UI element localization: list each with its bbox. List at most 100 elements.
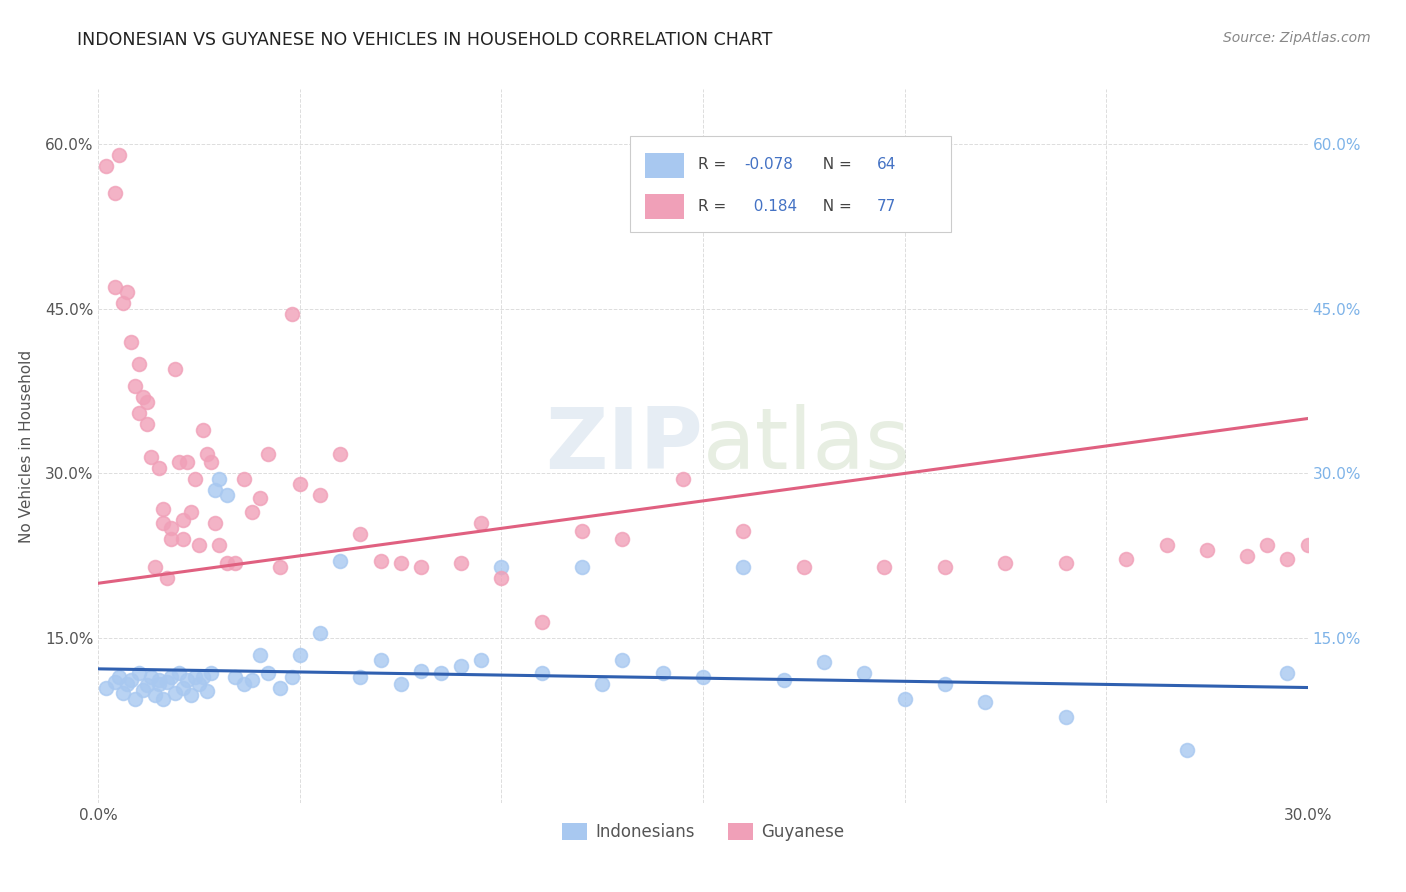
Point <box>853 666 876 681</box>
Point <box>793 559 815 574</box>
Point <box>240 505 263 519</box>
Point <box>139 669 162 683</box>
Text: 77: 77 <box>877 199 897 214</box>
Point <box>111 686 134 700</box>
Point <box>269 559 291 574</box>
Point <box>240 673 263 687</box>
Point <box>148 677 170 691</box>
Bar <box>645 194 683 219</box>
Point <box>135 678 157 692</box>
Point <box>208 472 231 486</box>
Text: 64: 64 <box>877 157 897 172</box>
Text: N =: N = <box>813 199 856 214</box>
Point <box>200 666 222 681</box>
Point <box>96 159 118 173</box>
Point <box>152 516 174 530</box>
Point <box>450 557 472 571</box>
Point <box>249 648 271 662</box>
Point <box>172 512 194 526</box>
Point <box>256 447 278 461</box>
Text: R =: R = <box>699 199 731 214</box>
Point <box>156 571 179 585</box>
Point <box>103 280 125 294</box>
Point <box>128 357 150 371</box>
Point <box>612 533 634 547</box>
Text: Source: ZipAtlas.com: Source: ZipAtlas.com <box>1223 31 1371 45</box>
Point <box>370 653 392 667</box>
Point <box>132 682 155 697</box>
Point <box>176 455 198 469</box>
Point <box>470 653 492 667</box>
Point <box>188 538 211 552</box>
Point <box>571 559 593 574</box>
Point <box>873 559 896 574</box>
Point <box>1195 543 1218 558</box>
Point <box>217 488 239 502</box>
Point <box>1385 559 1406 574</box>
Point <box>994 557 1017 571</box>
Point <box>148 461 170 475</box>
Point <box>269 681 291 695</box>
Point <box>692 669 714 683</box>
Point <box>195 447 218 461</box>
Point <box>232 677 254 691</box>
Point <box>167 666 190 681</box>
Point <box>184 669 207 683</box>
Point <box>163 686 186 700</box>
Point <box>934 677 956 691</box>
Text: ZIP: ZIP <box>546 404 703 488</box>
Point <box>160 521 183 535</box>
Y-axis label: No Vehicles in Household: No Vehicles in Household <box>18 350 34 542</box>
Point <box>208 538 231 552</box>
Point <box>172 533 194 547</box>
Point <box>349 526 371 541</box>
Point <box>530 666 553 681</box>
Bar <box>645 153 683 178</box>
Point <box>281 669 304 683</box>
Point <box>256 666 278 681</box>
Point <box>813 655 835 669</box>
Point <box>1393 552 1406 566</box>
Point <box>1115 552 1137 566</box>
Point <box>370 554 392 568</box>
Point <box>470 516 492 530</box>
Point <box>409 559 432 574</box>
Point <box>1337 559 1360 574</box>
Point <box>128 406 150 420</box>
Point <box>180 505 202 519</box>
Point <box>249 491 271 505</box>
Point <box>1175 743 1198 757</box>
Point <box>224 669 246 683</box>
Point <box>120 673 142 687</box>
Point <box>163 362 186 376</box>
Point <box>1296 538 1319 552</box>
Point <box>148 673 170 687</box>
Point <box>389 677 412 691</box>
Point <box>1316 557 1339 571</box>
Point <box>195 683 218 698</box>
Point <box>143 688 166 702</box>
Point <box>132 390 155 404</box>
Point <box>180 688 202 702</box>
Point <box>934 559 956 574</box>
Point <box>1156 538 1178 552</box>
Text: N =: N = <box>813 157 856 172</box>
Point <box>1369 552 1392 566</box>
Point <box>309 488 332 502</box>
Point <box>1376 557 1399 571</box>
Point <box>152 501 174 516</box>
Point <box>893 691 915 706</box>
Point <box>329 554 352 568</box>
Point <box>135 395 157 409</box>
Point <box>772 673 794 687</box>
Point <box>281 307 304 321</box>
Point <box>152 691 174 706</box>
Point <box>135 417 157 431</box>
Point <box>184 472 207 486</box>
Point <box>193 669 215 683</box>
Point <box>491 571 513 585</box>
Point <box>115 285 138 300</box>
Point <box>217 557 239 571</box>
Point <box>974 695 997 709</box>
Point <box>1357 557 1379 571</box>
